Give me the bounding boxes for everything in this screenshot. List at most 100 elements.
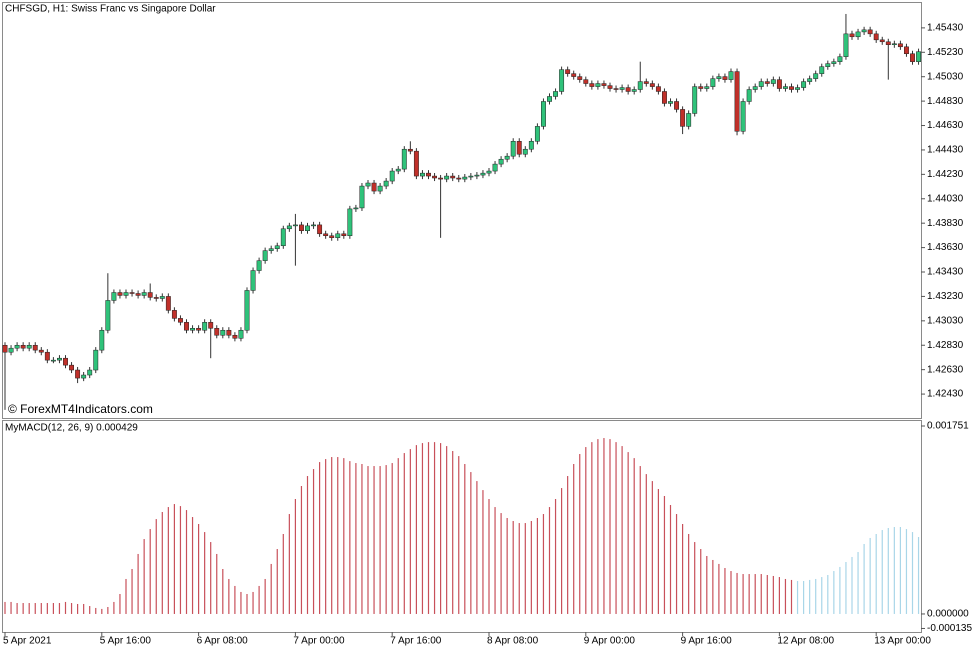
histogram-bar — [270, 563, 272, 614]
candle-body — [147, 292, 153, 298]
histogram-bar — [482, 490, 484, 614]
candle-body — [87, 369, 93, 376]
histogram-bar — [742, 574, 744, 614]
candle-body — [262, 250, 268, 261]
histogram-bar — [10, 601, 12, 614]
candle-body — [244, 290, 250, 331]
histogram-bar — [815, 578, 817, 614]
candle-body — [819, 66, 825, 74]
candle-body — [692, 86, 698, 114]
candle-body — [468, 175, 474, 178]
candle-body — [625, 87, 631, 92]
histogram-bar — [911, 532, 914, 614]
candle-body — [226, 329, 232, 336]
candle-body — [389, 170, 395, 182]
candle-body — [407, 148, 413, 152]
candle-body — [916, 51, 921, 62]
candle-body — [662, 91, 667, 104]
candle-body — [8, 347, 14, 353]
histogram-bar — [633, 458, 635, 614]
histogram-bar — [325, 459, 327, 614]
candle-body — [81, 374, 87, 379]
histogram-bar — [760, 574, 762, 614]
histogram-bar — [331, 457, 333, 614]
candle-body — [637, 81, 643, 90]
candle-body — [492, 163, 498, 172]
histogram-bar — [264, 578, 266, 614]
x-tick-label: 13 Apr 00:00 — [874, 636, 931, 647]
y-tick-label: 1.43830 — [927, 218, 964, 229]
candle-body — [347, 208, 353, 237]
histogram-bar — [397, 458, 399, 614]
y-tick-label: 1.44230 — [927, 169, 964, 180]
histogram-bar — [367, 466, 369, 614]
candle-body — [710, 78, 716, 87]
candle-body — [371, 182, 377, 192]
histogram-bar — [627, 452, 629, 614]
candle-body — [734, 71, 740, 132]
histogram-bar — [446, 446, 448, 614]
y-tick-label: 1.44630 — [927, 120, 964, 131]
x-tick-label: 9 Apr 00:00 — [584, 636, 636, 647]
histogram-bar — [561, 488, 563, 614]
histogram-bar — [893, 527, 895, 614]
histogram-bar — [688, 533, 690, 614]
candle-body — [776, 79, 782, 89]
candle-body — [631, 89, 637, 92]
candle-body — [141, 292, 147, 296]
histogram-bar — [89, 606, 91, 614]
histogram-bar — [77, 603, 79, 614]
candle-body — [668, 101, 673, 104]
candle-body — [698, 86, 704, 89]
x-tick-label: 12 Apr 08:00 — [777, 636, 834, 647]
histogram-bar — [185, 510, 188, 614]
y-tick-label: 1.44830 — [927, 96, 964, 107]
y-tick-label: 1.45030 — [927, 71, 964, 82]
y-tick-label: 1.44430 — [927, 145, 964, 156]
price-pane — [2, 2, 922, 419]
histogram-bar — [421, 443, 424, 614]
candle-body — [553, 91, 558, 97]
histogram-bar — [863, 543, 865, 614]
histogram-bar — [210, 542, 212, 614]
x-tick-label: 6 Apr 08:00 — [197, 636, 249, 647]
histogram-bar — [385, 465, 387, 614]
candle-body — [159, 296, 165, 299]
histogram-bar — [875, 533, 877, 614]
candle-body — [353, 207, 359, 210]
histogram-bar — [125, 578, 127, 614]
histogram-bar — [22, 603, 24, 614]
histogram-bar — [778, 577, 780, 614]
candle-body — [69, 364, 74, 371]
candle-body — [323, 233, 329, 237]
histogram-bar — [857, 552, 859, 614]
histogram-bar — [506, 518, 508, 614]
candle-body — [317, 224, 323, 235]
candle-body — [129, 292, 135, 294]
candle-body — [655, 86, 661, 92]
candle-body — [764, 81, 770, 84]
histogram-bar — [222, 568, 224, 614]
candle-body — [462, 176, 468, 180]
y-tick-label: 1.43030 — [927, 315, 964, 326]
candle-body — [44, 351, 50, 361]
x-tick-label: 9 Apr 16:00 — [681, 636, 733, 647]
y-tick-label: 1.43630 — [927, 242, 964, 253]
histogram-bar — [603, 438, 605, 614]
histogram-bar — [573, 464, 575, 614]
candle-body — [861, 29, 867, 33]
histogram-bar — [198, 524, 200, 614]
histogram-bar — [58, 603, 61, 614]
histogram-bar — [143, 539, 145, 614]
candle-body — [649, 83, 655, 87]
candle-body — [232, 334, 238, 339]
x-tick-label: 5 Apr 16:00 — [100, 636, 152, 647]
histogram-bar — [597, 439, 599, 614]
x-tick-label: 5 Apr 2021 — [3, 636, 52, 647]
candle-body — [292, 224, 298, 227]
histogram-bar — [64, 601, 67, 614]
candle-body — [789, 86, 794, 90]
histogram-bar — [131, 568, 133, 614]
candle-body — [589, 83, 595, 87]
